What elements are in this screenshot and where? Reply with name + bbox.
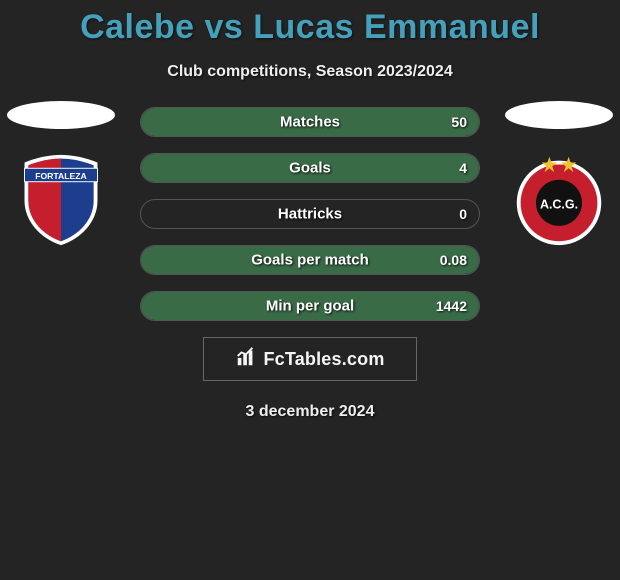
stat-label: Goals <box>289 160 331 177</box>
player-right-oval <box>505 101 613 129</box>
stat-row: Goals per match 0.08 <box>140 245 480 275</box>
chart-icon <box>235 346 257 373</box>
team-left-crest: FORTALEZA <box>13 151 109 247</box>
svg-text:FORTALEZA: FORTALEZA <box>35 171 87 181</box>
team-right-column: A.C.G. <box>504 101 614 247</box>
stat-row: Hattricks 0 <box>140 199 480 229</box>
stat-value-right: 0 <box>459 206 467 222</box>
stat-row: Matches 50 <box>140 107 480 137</box>
stat-label: Goals per match <box>251 252 369 269</box>
page-title: Calebe vs Lucas Emmanuel <box>0 0 620 47</box>
comparison-stage: FORTALEZA A.C.G. Matches 50 Goals 4 Hattrick… <box>0 107 620 421</box>
stat-label: Matches <box>280 114 340 131</box>
team-right-crest: A.C.G. <box>511 151 607 247</box>
subtitle: Club competitions, Season 2023/2024 <box>0 63 620 81</box>
stat-label: Hattricks <box>278 206 342 223</box>
stat-row: Goals 4 <box>140 153 480 183</box>
stat-value-right: 50 <box>451 114 467 130</box>
brand-text: FcTables.com <box>263 349 384 370</box>
stat-value-right: 4 <box>459 160 467 176</box>
stat-label: Min per goal <box>266 298 354 315</box>
brand-box[interactable]: FcTables.com <box>203 337 417 381</box>
stat-value-right: 1442 <box>436 298 467 314</box>
stat-value-right: 0.08 <box>440 252 467 268</box>
team-left-column: FORTALEZA <box>6 101 116 247</box>
stat-rows: Matches 50 Goals 4 Hattricks 0 Goals per match… <box>140 107 480 321</box>
player-left-oval <box>7 101 115 129</box>
stat-row: Min per goal 1442 <box>140 291 480 321</box>
date-text: 3 december 2024 <box>0 403 620 421</box>
svg-text:A.C.G.: A.C.G. <box>540 198 578 212</box>
